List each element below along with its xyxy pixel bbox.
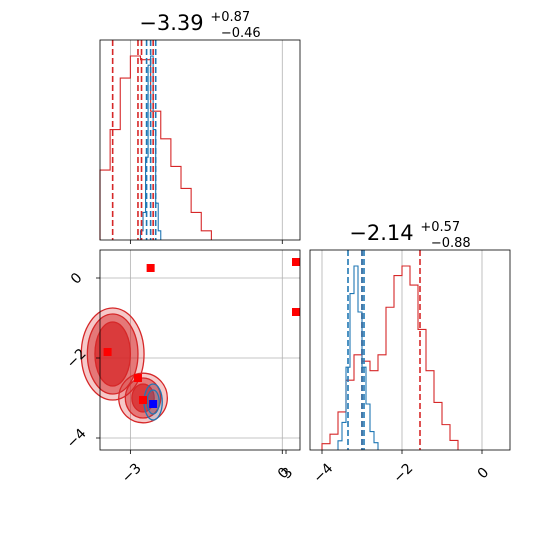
x-tick-label: −4: [310, 460, 336, 486]
x-tick-label: 3: [279, 465, 297, 483]
histogram-series: [321, 265, 459, 450]
title-top-left: −3.39 +0.87 −0.46: [139, 2, 260, 41]
histogram-panel-top-left: −3.39 +0.87 −0.46: [99, 2, 301, 244]
histograms-bottom-right: [321, 265, 459, 450]
grid-bottom-right: [321, 250, 483, 450]
contour-level: [94, 321, 132, 387]
x-ticks-top-left: [129, 240, 283, 244]
marker-square: [146, 264, 155, 272]
marker-square: [292, 308, 300, 316]
marker-square: [139, 396, 148, 404]
x-tick-label: 0: [475, 465, 493, 483]
x-ticks-bottom-right: −4 −2 0: [310, 450, 492, 486]
scatter-contour-panel-bottom-left: −3 03 −4−20: [64, 249, 301, 486]
axes-frame-bottom-left: [99, 249, 301, 451]
x-tick-label: −2: [390, 460, 416, 486]
axes-frame-bottom-right: [309, 249, 511, 451]
title-plus: +0.57: [420, 220, 460, 235]
quantile-lines-top-left: [111, 40, 157, 240]
y-tick-label: 0: [68, 270, 86, 288]
markers-bottom-left: [103, 258, 300, 408]
histogram-series: [337, 265, 379, 450]
title-value: −3.39: [139, 11, 203, 35]
marker-square: [292, 258, 300, 266]
y-tick-label: −4: [64, 426, 90, 452]
marker-square: [133, 374, 142, 382]
x-ticks-bottom-left: −3 03: [119, 450, 296, 486]
marker-square: [103, 348, 112, 356]
quantile-lines-bottom-right: [347, 250, 421, 450]
x-tick-label: −3: [119, 460, 145, 486]
title-bottom-right: −2.14 +0.57 −0.88: [349, 212, 470, 251]
histogram-panel-bottom-right: −4 −2 0 −2.14 +0.57 −0.88: [309, 212, 511, 486]
title-minus: −0.88: [431, 236, 471, 251]
marker-square: [149, 400, 158, 408]
title-value: −2.14: [349, 221, 413, 245]
axes-frame-top-left: [99, 39, 301, 241]
title-plus: +0.87: [210, 10, 250, 25]
title-minus: −0.46: [221, 26, 261, 41]
